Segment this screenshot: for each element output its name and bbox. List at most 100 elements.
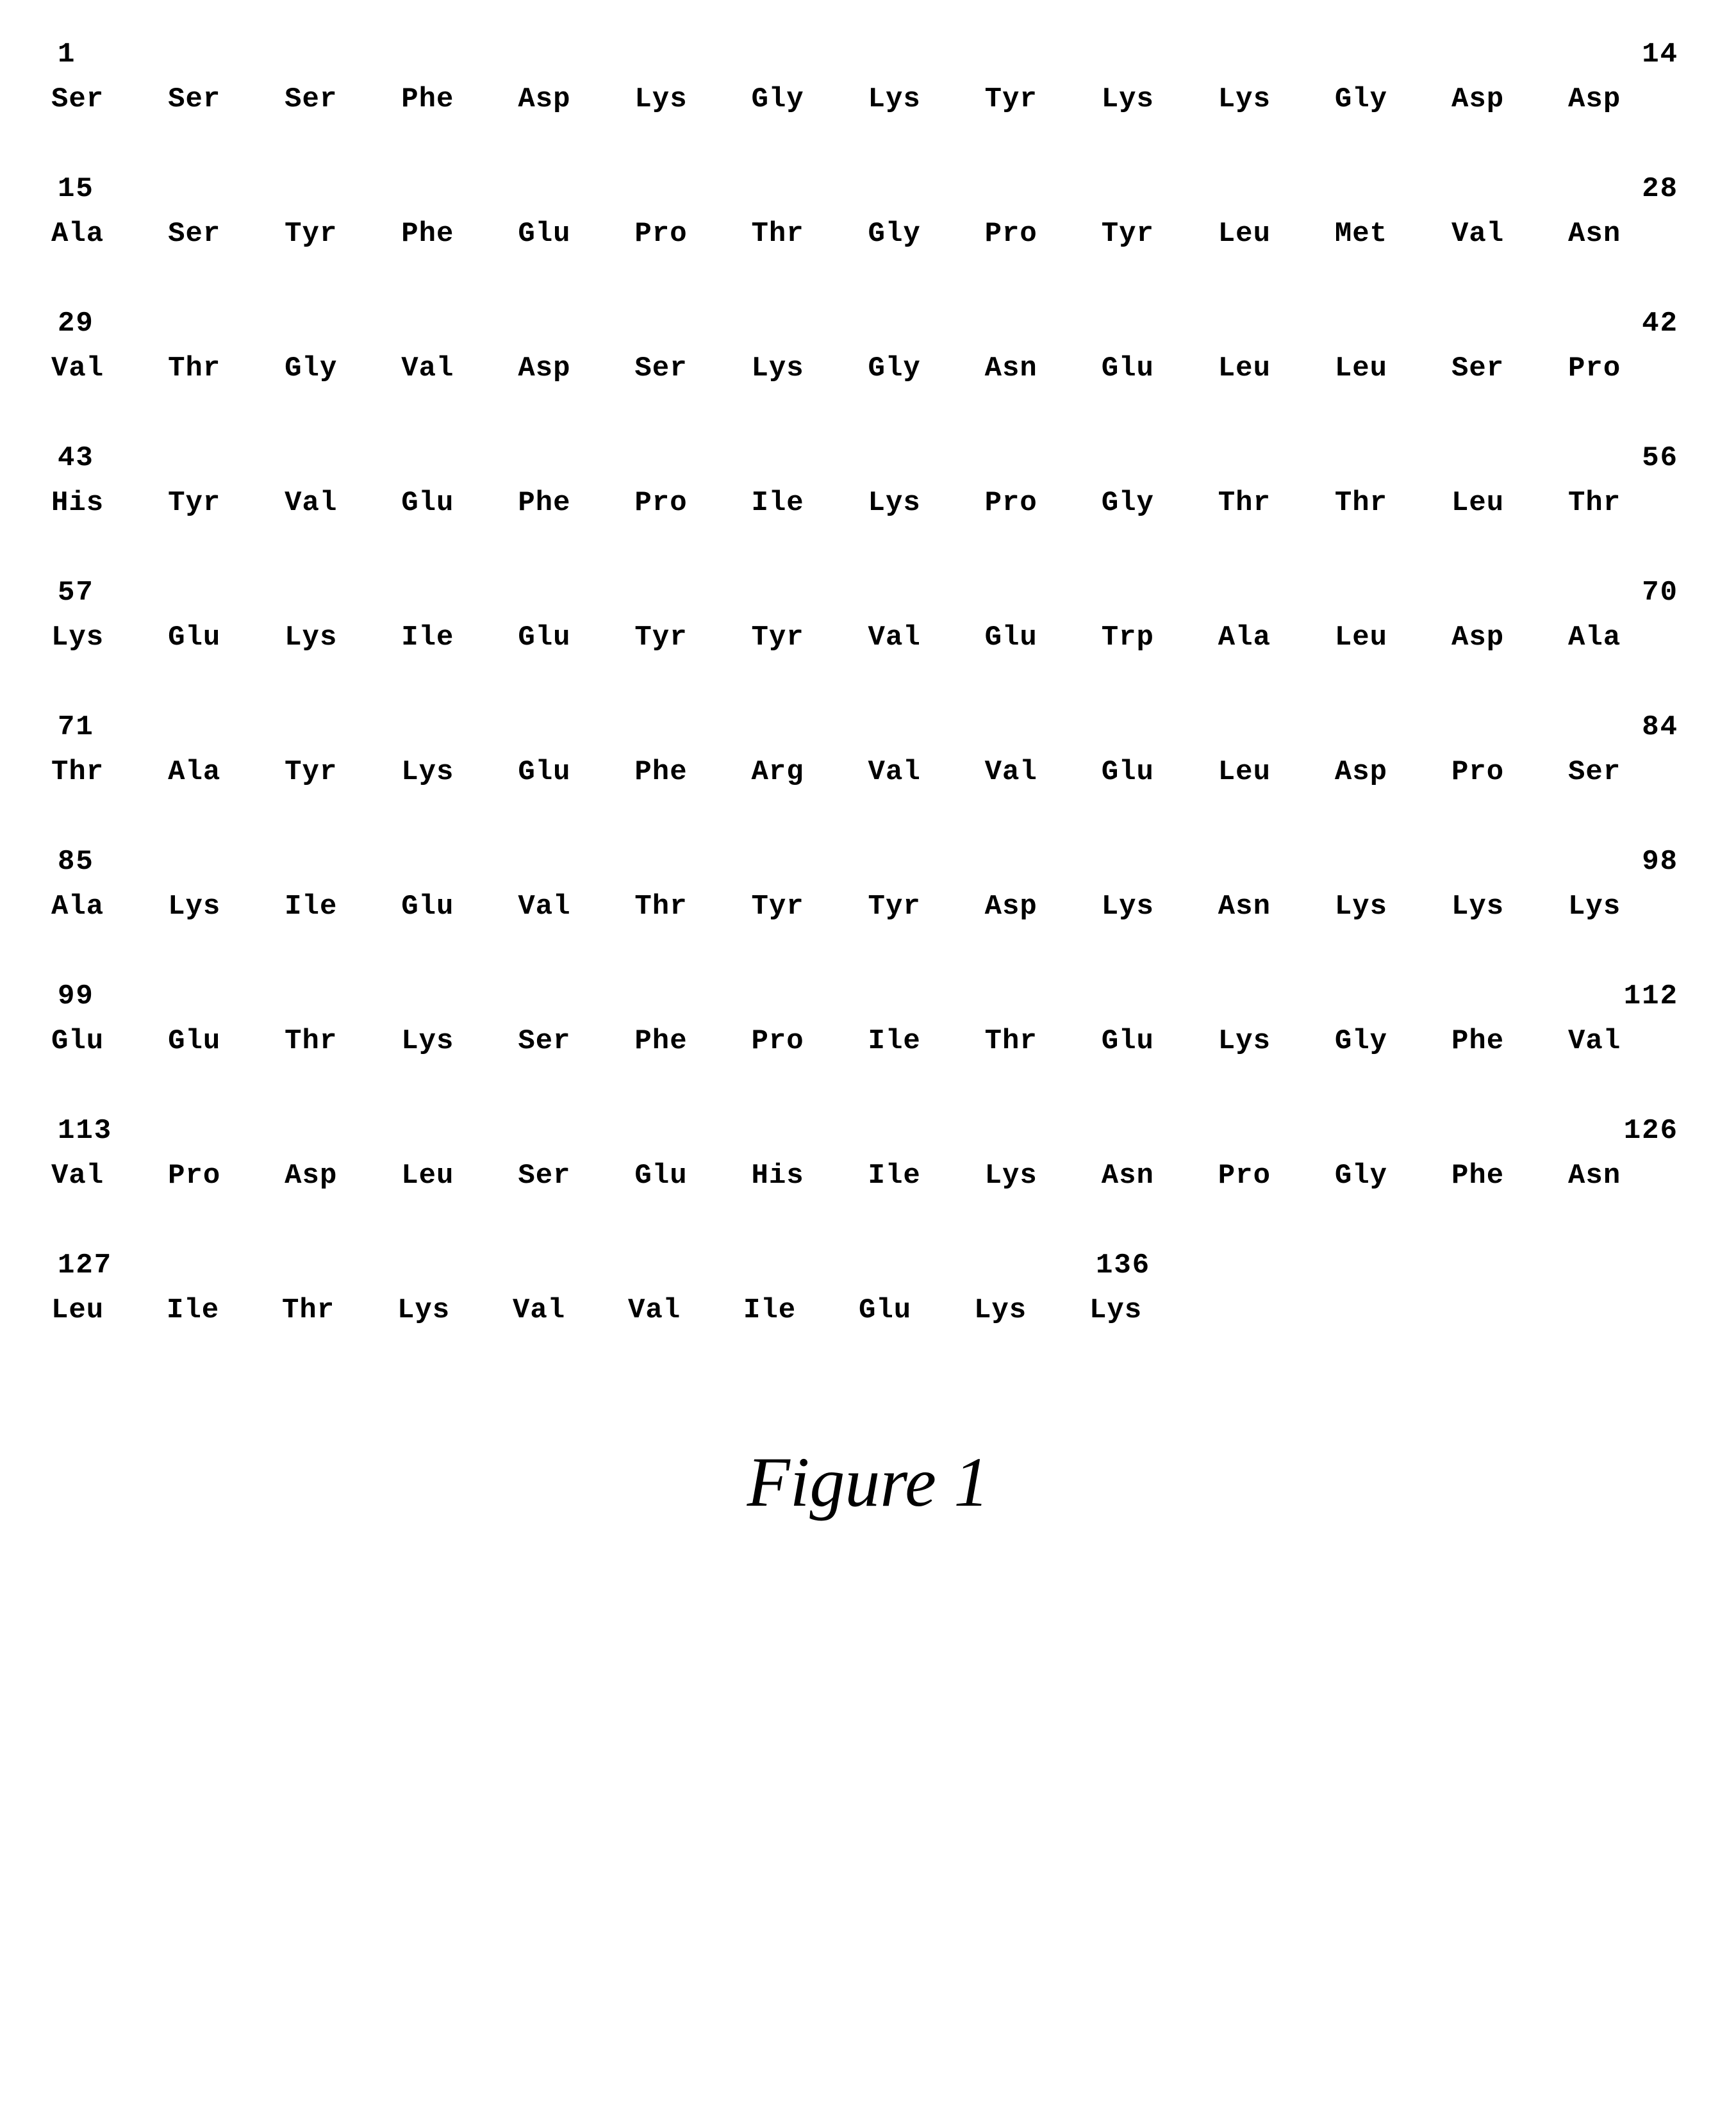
residue: Glu	[401, 891, 518, 923]
residue: Gly	[1335, 83, 1451, 115]
residue: Asp	[518, 83, 634, 115]
residue: Gly	[868, 218, 985, 250]
residue: Tyr	[751, 622, 868, 654]
residue: Lys	[401, 756, 518, 788]
residues-line: GluGluThrLysSerPheProIleThrGluLysGlyPheV…	[51, 1025, 1685, 1057]
position-end: 112	[1624, 980, 1678, 1012]
residue: Thr	[634, 891, 751, 923]
residue: Pro	[1568, 352, 1685, 384]
residue: Lys	[168, 891, 285, 923]
position-start: 57	[58, 577, 94, 609]
residue: Ser	[285, 83, 401, 115]
residue: Ala	[51, 891, 168, 923]
residue: Ala	[168, 756, 285, 788]
position-start: 85	[58, 846, 94, 878]
residue: Lys	[1568, 891, 1685, 923]
residue: Asp	[1451, 622, 1568, 654]
residue: Glu	[634, 1160, 751, 1192]
residues-line: LysGluLysIleGluTyrTyrValGluTrpAlaLeuAspA…	[51, 622, 1685, 654]
residue: Pro	[1451, 756, 1568, 788]
residue: Glu	[1102, 1025, 1218, 1057]
residue: Asn	[985, 352, 1102, 384]
residue: Phe	[634, 1025, 751, 1057]
residue: Asn	[1568, 1160, 1685, 1192]
residue: Lys	[868, 83, 985, 115]
residue: Ser	[1568, 756, 1685, 788]
residue: Phe	[634, 756, 751, 788]
position-markers: 5770	[51, 577, 1685, 609]
residue: Asn	[1218, 891, 1335, 923]
residue: Tyr	[868, 891, 985, 923]
position-end: 84	[1642, 711, 1678, 743]
residue: Thr	[285, 1025, 401, 1057]
position-end: 42	[1642, 308, 1678, 340]
residue: Leu	[1451, 487, 1568, 519]
residue: Thr	[1568, 487, 1685, 519]
residue: Trp	[1102, 622, 1218, 654]
residue: Ser	[168, 218, 285, 250]
residue: Glu	[518, 218, 634, 250]
residue: Asp	[1335, 756, 1451, 788]
residue: Lys	[401, 1025, 518, 1057]
residue: Pro	[634, 218, 751, 250]
residue: Leu	[1335, 622, 1451, 654]
residue: Leu	[401, 1160, 518, 1192]
sequence-row: 4356HisTyrValGluPheProIleLysProGlyThrThr…	[51, 442, 1685, 519]
residue: Asp	[285, 1160, 401, 1192]
residue: Thr	[282, 1294, 397, 1326]
sequence-row: 8598AlaLysIleGluValThrTyrTyrAspLysAsnLys…	[51, 846, 1685, 923]
residue: Lys	[1102, 891, 1218, 923]
residue: Glu	[168, 1025, 285, 1057]
residues-line: AlaLysIleGluValThrTyrTyrAspLysAsnLysLysL…	[51, 891, 1685, 923]
position-markers: 8598	[51, 846, 1685, 878]
residue: Val	[518, 891, 634, 923]
residue: Pro	[634, 487, 751, 519]
residue: Asp	[1451, 83, 1568, 115]
residue: Asp	[985, 891, 1102, 923]
residue: Thr	[51, 756, 168, 788]
position-markers: 2942	[51, 308, 1685, 340]
position-start: 99	[58, 980, 94, 1012]
residue: Gly	[868, 352, 985, 384]
residue: Val	[51, 1160, 168, 1192]
sequence-row: 127136LeuIleThrLysValValIleGluLysLys	[51, 1249, 1685, 1326]
sequence-row: 5770 LysGluLysIleGluTyrTyrValGluTrpAlaLeu…	[51, 577, 1685, 654]
position-start: 127	[58, 1249, 173, 1281]
residues-line: ValThrGlyValAspSerLysGlyAsnGluLeuLeuSerP…	[51, 352, 1685, 384]
position-markers: 99 112	[51, 980, 1685, 1012]
position-markers: 4356	[51, 442, 1685, 474]
residue: Ile	[743, 1294, 859, 1326]
residue: Phe	[401, 218, 518, 250]
residue: Lys	[51, 622, 168, 654]
residue: Gly	[1335, 1025, 1451, 1057]
residue: Tyr	[1102, 218, 1218, 250]
residue: Leu	[1335, 352, 1451, 384]
residue: Pro	[1218, 1160, 1335, 1192]
residue: Lys	[1218, 83, 1335, 115]
position-end: 126	[1624, 1115, 1678, 1147]
position-start: 1	[58, 38, 76, 70]
residue: Asn	[1102, 1160, 1218, 1192]
position-markers: 114	[51, 38, 1685, 70]
residue: Thr	[1218, 487, 1335, 519]
residues-line: ThrAlaTyrLysGluPheArgValValGluLeuAspProS…	[51, 756, 1685, 788]
residue: Tyr	[168, 487, 285, 519]
residue: Val	[401, 352, 518, 384]
residue: Ala	[1218, 622, 1335, 654]
position-end: 56	[1642, 442, 1678, 474]
residue: Ser	[51, 83, 168, 115]
residue: Leu	[1218, 756, 1335, 788]
position-start: 71	[58, 711, 94, 743]
residue: Arg	[751, 756, 868, 788]
sequence-row: 2942ValThrGlyValAspSerLysGlyAsnGluLeuLeu…	[51, 308, 1685, 384]
residue: Lys	[1089, 1294, 1205, 1326]
residue: Lys	[634, 83, 751, 115]
residue: Thr	[985, 1025, 1102, 1057]
residue: Lys	[285, 622, 401, 654]
residue: Glu	[518, 756, 634, 788]
residue: Thr	[168, 352, 285, 384]
residue: Pro	[985, 487, 1102, 519]
residue: Lys	[868, 487, 985, 519]
residue: Ala	[1568, 622, 1685, 654]
residue: Val	[628, 1294, 743, 1326]
